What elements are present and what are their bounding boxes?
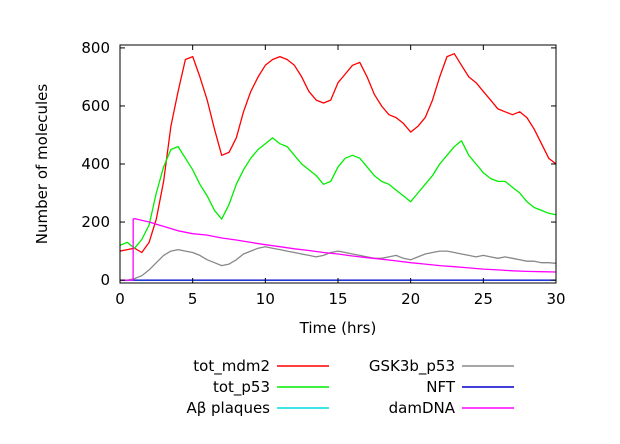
series-line-damdna — [120, 217, 556, 281]
y-axis-label: Number of molecules — [33, 84, 51, 245]
y-tick-label: 200 — [81, 213, 110, 231]
x-axis-label: Time (hrs) — [299, 319, 377, 337]
y-tick-label: 400 — [81, 155, 110, 173]
legend-label: damDNA — [389, 399, 456, 417]
legend-label: Aβ plaques — [186, 399, 270, 417]
x-tick-label: 15 — [328, 290, 347, 308]
y-axis: 0 200 400 600 800 — [81, 39, 556, 289]
series-line-tot-p53 — [120, 137, 556, 249]
legend: tot_mdm2 tot_p53 Aβ plaques GSK3b_p53 NFT dam… — [186, 357, 514, 417]
legend-label: tot_mdm2 — [193, 357, 270, 376]
x-tick-label: 10 — [256, 290, 275, 308]
x-tick-label: 0 — [115, 290, 125, 308]
x-tick-label: 25 — [474, 290, 493, 308]
x-tick-label: 5 — [188, 290, 198, 308]
y-tick-label: 600 — [81, 97, 110, 115]
plot-frame — [119, 44, 557, 284]
y-tick-label: 0 — [100, 271, 110, 289]
x-axis: 0 5 10 15 20 25 30 — [115, 45, 566, 308]
series-line-gsk3b-p53 — [120, 246, 556, 281]
x-tick-label: 20 — [401, 290, 420, 308]
legend-label: tot_p53 — [213, 378, 270, 397]
x-tick-label: 30 — [546, 290, 565, 308]
legend-label: GSK3b_p53 — [369, 357, 455, 376]
series-line-tot-mdm2 — [120, 53, 556, 254]
legend-label: NFT — [426, 378, 456, 396]
series-layer — [120, 53, 556, 281]
y-tick-label: 800 — [81, 39, 110, 57]
